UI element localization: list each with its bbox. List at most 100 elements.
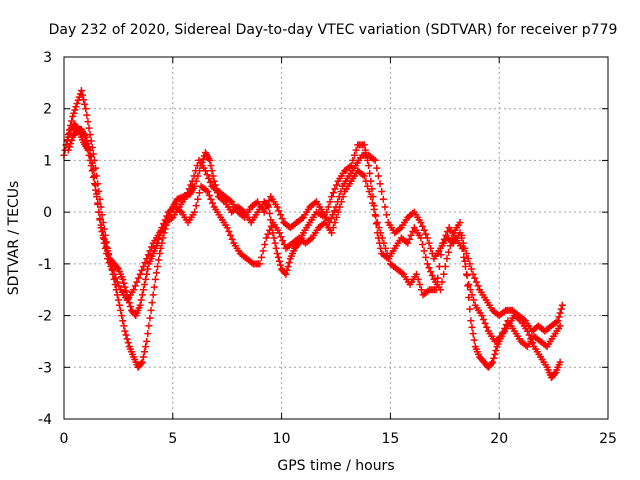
data-point-trace-b (479, 315, 487, 323)
data-point-trace-c (139, 262, 147, 270)
data-point-trace-c (136, 270, 144, 278)
data-point-trace-a (68, 117, 76, 125)
data-point-trace-a (470, 336, 478, 344)
data-point-trace-a (438, 278, 446, 286)
data-point-trace-c (187, 181, 195, 189)
data-point-trace-c (418, 222, 426, 230)
data-point-trace-a (488, 359, 496, 367)
data-point-trace-b (435, 262, 443, 270)
data-point-trace-c (88, 159, 96, 167)
data-point-trace-c (107, 262, 115, 270)
data-point-trace-a (69, 112, 77, 120)
data-point-trace-b (383, 250, 391, 258)
data-point-trace-b (478, 312, 486, 320)
data-point-trace-c (85, 143, 93, 151)
data-point-trace-b (460, 253, 468, 261)
data-point-trace-a (350, 151, 358, 159)
data-point-trace-b (417, 286, 425, 294)
data-point-trace-c (335, 193, 343, 201)
data-point-trace-c (273, 203, 281, 211)
data-point-trace-a (114, 296, 122, 304)
data-point-trace-b (375, 224, 383, 232)
data-point-trace-c (376, 180, 384, 188)
data-point-trace-b (163, 212, 171, 220)
data-point-trace-c (263, 200, 271, 208)
data-point-trace-a (122, 331, 130, 339)
x-tick-label: 10 (273, 431, 291, 447)
data-point-trace-a (210, 177, 218, 185)
data-point-trace-c (262, 204, 270, 212)
data-point-trace-b (414, 275, 422, 283)
data-point-trace-a (141, 348, 149, 356)
data-point-trace-a (208, 167, 216, 175)
data-point-trace-a (138, 358, 146, 366)
data-point-trace-a (124, 339, 132, 347)
data-point-trace-b (90, 180, 98, 188)
data-point-trace-a (149, 291, 157, 299)
data-point-trace-c (141, 259, 149, 267)
x-axis-label: GPS time / hours (277, 458, 394, 474)
data-point-trace-a (366, 169, 374, 177)
data-point-trace-b (328, 229, 336, 237)
data-point-trace-a (83, 111, 91, 119)
data-point-trace-a (113, 291, 121, 299)
data-point-trace-a (207, 162, 215, 170)
data-point-trace-c (185, 185, 193, 193)
data-point-trace-b (334, 208, 342, 216)
data-point-trace-c (425, 239, 433, 247)
data-point-trace-b (88, 167, 96, 175)
data-point-trace-c (469, 270, 477, 278)
data-point-trace-c (135, 274, 143, 282)
data-point-trace-c (381, 203, 389, 211)
x-tick-label: 15 (381, 431, 399, 447)
data-point-trace-b (195, 189, 203, 197)
data-point-trace-c (334, 198, 342, 206)
data-point-trace-a (117, 306, 125, 314)
data-point-trace-a (418, 240, 426, 248)
data-point-trace-c (278, 215, 286, 223)
data-point-trace-a (266, 209, 274, 217)
data-point-trace-c (138, 266, 146, 274)
data-point-trace-a (85, 124, 93, 132)
data-point-trace-b (264, 230, 272, 238)
data-point-trace-b (119, 275, 127, 283)
data-point-trace-b (463, 271, 471, 279)
data-point-trace-a (144, 330, 152, 338)
y-tick-label: -2 (38, 309, 52, 325)
data-point-trace-a (443, 255, 451, 263)
data-point-trace-c (458, 234, 466, 242)
data-point-trace-a (155, 256, 163, 264)
data-point-trace-a (427, 268, 435, 276)
data-point-trace-c (192, 167, 200, 175)
y-tick-label: 3 (43, 50, 52, 66)
y-tick-label: 2 (43, 102, 52, 118)
data-point-trace-a (365, 162, 373, 170)
data-point-trace-a (428, 271, 436, 279)
y-tick-label: -3 (38, 360, 52, 376)
data-point-trace-b (329, 224, 337, 232)
data-point-trace-c (275, 207, 283, 215)
data-point-trace-c (260, 208, 268, 216)
data-point-trace-c (104, 255, 112, 263)
data-point-trace-b (502, 321, 510, 329)
data-point-trace-b (122, 287, 130, 295)
data-point-trace-a (491, 350, 499, 358)
data-point-trace-c (113, 278, 121, 286)
data-point-trace-a (420, 247, 428, 255)
x-tick-label: 5 (168, 431, 177, 447)
data-point-trace-a (333, 181, 341, 189)
data-point-trace-b (367, 193, 375, 201)
data-point-trace-b (465, 281, 473, 289)
data-point-trace-b (483, 323, 491, 331)
data-point-trace-b (143, 270, 151, 278)
data-point-trace-a (490, 354, 498, 362)
y-tick-label: 1 (43, 153, 52, 169)
data-point-trace-a (209, 172, 217, 180)
data-point-trace-b (89, 173, 97, 181)
data-point-trace-a (70, 109, 78, 117)
data-point-trace-c (102, 250, 110, 258)
data-point-trace-a (73, 100, 81, 108)
data-point-trace-c (557, 305, 565, 313)
data-point-trace-c (89, 165, 97, 173)
